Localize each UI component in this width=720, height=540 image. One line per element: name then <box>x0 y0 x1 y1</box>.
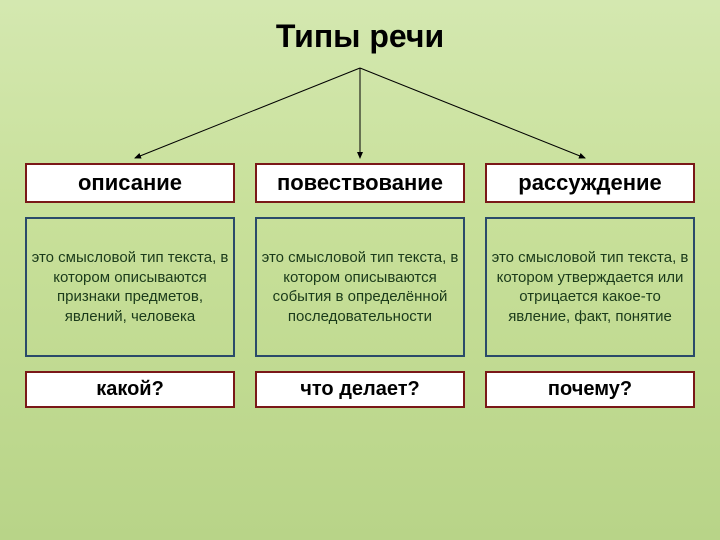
question-box-narration: что делает? <box>255 371 465 408</box>
column-description: описание это смысловой тип текста, в кот… <box>25 163 235 408</box>
definition-box-reasoning: это смысловой тип текста, в котором утве… <box>485 217 695 357</box>
definition-box-description: это смысловой тип текста, в котором опис… <box>25 217 235 357</box>
question-box-reasoning: почему? <box>485 371 695 408</box>
type-box-description: описание <box>25 163 235 203</box>
arrow-left <box>135 68 360 158</box>
question-box-description: какой? <box>25 371 235 408</box>
diagram-title: Типы речи <box>0 0 720 63</box>
type-box-reasoning: рассуждение <box>485 163 695 203</box>
columns-container: описание это смысловой тип текста, в кот… <box>0 163 720 408</box>
type-box-narration: повествование <box>255 163 465 203</box>
column-narration: повествование это смысловой тип текста, … <box>255 163 465 408</box>
column-reasoning: рассуждение это смысловой тип текста, в … <box>485 163 695 408</box>
branch-arrows <box>0 60 720 170</box>
arrow-right <box>360 68 585 158</box>
definition-box-narration: это смысловой тип текста, в котором опис… <box>255 217 465 357</box>
